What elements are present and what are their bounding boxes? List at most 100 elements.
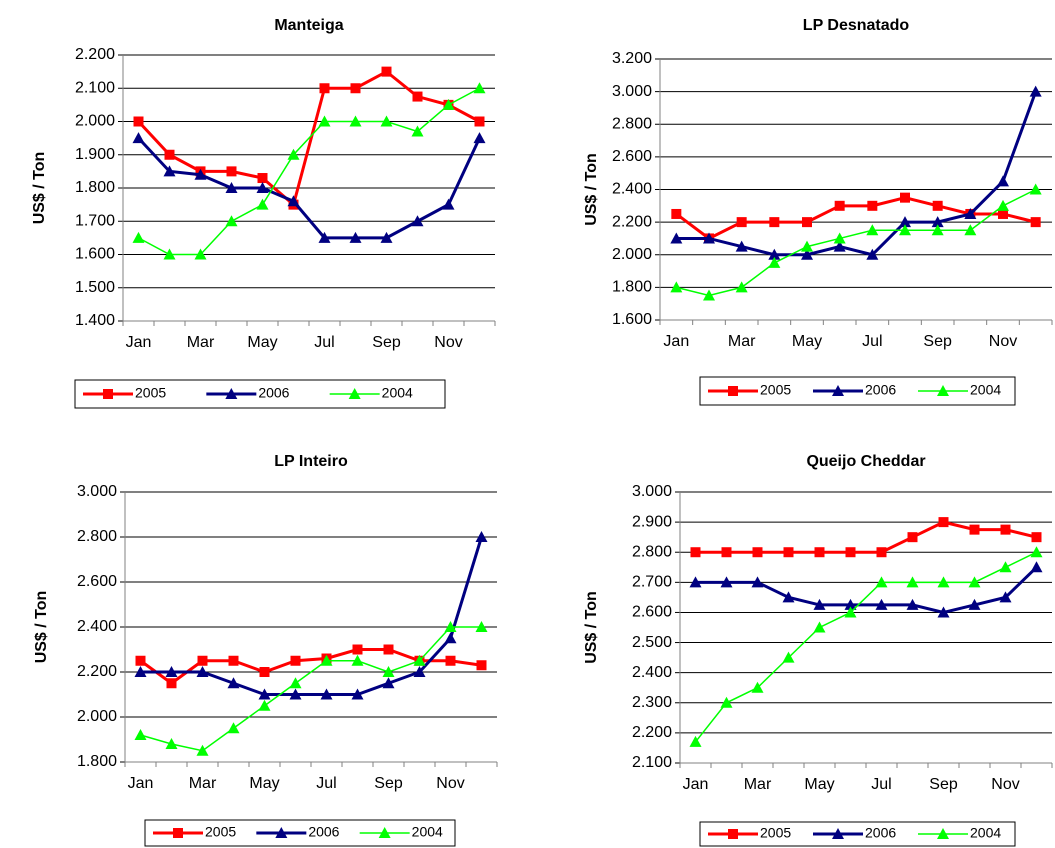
legend-label: 2004 <box>970 382 1001 398</box>
y-axis-label: US$ / Ton <box>33 591 50 664</box>
marker <box>227 722 240 734</box>
marker <box>801 240 813 252</box>
y-tick-label: 3.000 <box>612 83 652 100</box>
y-tick-label: 1.800 <box>75 179 115 196</box>
marker <box>225 215 238 227</box>
y-tick-label: 2.400 <box>77 618 117 635</box>
marker <box>289 677 302 689</box>
y-tick-label: 1.800 <box>612 279 652 296</box>
x-tick-label: Nov <box>436 775 464 792</box>
x-tick-label: Sep <box>929 776 958 793</box>
marker <box>228 655 239 666</box>
marker <box>728 386 738 396</box>
marker <box>442 198 455 210</box>
marker <box>834 200 845 211</box>
x-tick-label: Sep <box>374 775 403 792</box>
legend-label: 2005 <box>135 385 166 401</box>
marker <box>866 224 879 236</box>
marker <box>132 231 145 243</box>
marker <box>876 547 887 558</box>
marker <box>866 248 879 260</box>
marker <box>937 576 950 588</box>
marker <box>476 660 487 671</box>
y-tick-label: 2.200 <box>612 213 652 230</box>
x-tick-label: Nov <box>989 333 1017 350</box>
marker <box>349 115 362 127</box>
marker <box>412 91 423 102</box>
legend-label: 2004 <box>970 825 1001 841</box>
marker <box>689 735 702 747</box>
y-tick-label: 2.800 <box>612 115 652 132</box>
marker <box>833 240 846 252</box>
y-tick-label: 2.100 <box>632 754 672 771</box>
marker <box>937 606 950 618</box>
marker <box>349 231 362 243</box>
marker <box>319 83 330 94</box>
y-tick-label: 1.400 <box>75 312 115 329</box>
marker <box>132 132 145 144</box>
y-tick-label: 2.300 <box>632 694 672 711</box>
chart-title: LP Inteiro <box>274 453 348 470</box>
marker <box>135 655 146 666</box>
x-tick-label: May <box>247 334 277 351</box>
marker <box>444 632 457 644</box>
marker <box>900 192 910 203</box>
marker <box>690 547 701 558</box>
y-axis-label: US$ / Ton <box>583 591 600 664</box>
marker <box>736 217 747 228</box>
marker <box>164 149 175 160</box>
y-tick-label: 2.600 <box>632 604 672 621</box>
marker <box>768 248 781 260</box>
marker <box>134 666 147 677</box>
series-line <box>137 137 481 240</box>
x-tick-label: Sep <box>923 333 952 350</box>
series-line <box>676 188 1037 297</box>
marker <box>173 828 183 838</box>
marker <box>351 688 364 700</box>
marker <box>475 531 488 542</box>
marker <box>752 547 763 558</box>
marker <box>867 200 878 211</box>
marker <box>275 827 288 838</box>
x-tick-label: Jul <box>862 333 882 350</box>
y-axis-label: US$ / Ton <box>31 152 48 225</box>
marker <box>348 388 361 399</box>
marker <box>769 217 780 228</box>
y-tick-label: 2.200 <box>75 46 115 63</box>
y-tick-label: 1.500 <box>75 279 115 296</box>
marker <box>225 388 238 399</box>
marker <box>720 576 733 588</box>
marker <box>689 576 702 588</box>
marker <box>445 655 456 666</box>
chart-title: LP Desnatado <box>803 17 910 34</box>
marker <box>782 591 795 603</box>
y-tick-label: 2.600 <box>77 573 117 590</box>
marker <box>134 729 147 740</box>
marker <box>166 678 177 689</box>
legend-label: 2006 <box>258 385 289 401</box>
marker <box>196 666 209 677</box>
y-tick-label: 2.800 <box>632 543 672 560</box>
marker <box>411 125 424 137</box>
series-line <box>140 626 482 752</box>
legend-label: 2004 <box>412 824 443 840</box>
marker <box>1029 85 1042 97</box>
y-tick-label: 2.400 <box>632 664 672 681</box>
chart-panel: LP Desnatado US$ / Ton 1.600 1.800 2.000 2.20… <box>583 17 1053 406</box>
marker <box>1000 524 1011 535</box>
y-tick-label: 1.600 <box>612 311 652 328</box>
x-tick-label: Jan <box>126 334 152 351</box>
y-tick-label: 2.900 <box>632 513 672 530</box>
y-tick-label: 2.600 <box>612 148 652 165</box>
series-line <box>675 196 1037 241</box>
x-tick-label: Jan <box>128 775 154 792</box>
y-tick-label: 3.000 <box>77 483 117 500</box>
legend: 2005 2006 2004 <box>74 379 446 409</box>
marker <box>844 606 857 618</box>
marker <box>751 681 764 693</box>
marker <box>163 165 176 177</box>
series-line <box>694 551 1037 743</box>
marker <box>1030 546 1043 558</box>
y-tick-label: 2.400 <box>612 181 652 198</box>
